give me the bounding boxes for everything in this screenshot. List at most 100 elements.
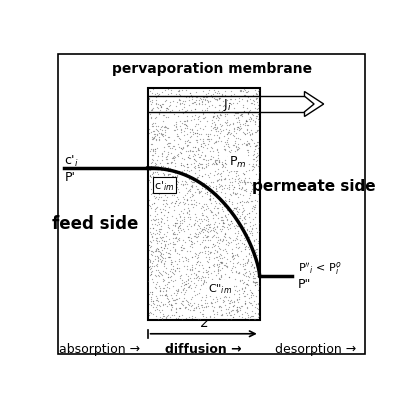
Point xyxy=(236,136,243,143)
Point xyxy=(173,133,180,140)
Point xyxy=(166,171,173,178)
Point xyxy=(152,101,159,107)
Point xyxy=(192,183,199,190)
Point xyxy=(253,279,260,286)
Point xyxy=(232,110,239,117)
Point xyxy=(194,275,200,281)
Point xyxy=(244,314,251,320)
Point xyxy=(214,124,220,131)
Point xyxy=(227,122,233,128)
Point xyxy=(252,202,258,209)
Point xyxy=(182,271,189,278)
Point xyxy=(238,165,244,172)
Point xyxy=(246,214,252,221)
Point xyxy=(152,297,159,303)
Point xyxy=(191,240,197,247)
Point xyxy=(191,220,198,226)
Point xyxy=(188,117,195,124)
Point xyxy=(170,270,177,277)
Point xyxy=(253,155,259,161)
Point xyxy=(184,210,191,217)
Point xyxy=(221,158,228,164)
Point xyxy=(181,215,188,221)
Point xyxy=(150,258,157,265)
Point xyxy=(204,259,211,266)
Point xyxy=(171,271,177,277)
Point xyxy=(154,184,161,190)
Point xyxy=(215,261,222,267)
Text: desorption →: desorption → xyxy=(275,342,356,355)
Point xyxy=(173,239,180,245)
Point xyxy=(243,188,249,195)
Point xyxy=(194,259,201,265)
Point xyxy=(148,310,154,317)
Point xyxy=(202,201,209,208)
Point xyxy=(180,286,186,292)
Point xyxy=(248,131,255,138)
Point xyxy=(220,108,227,114)
Point xyxy=(218,259,224,265)
Point xyxy=(222,177,228,183)
Point xyxy=(155,105,161,112)
Point xyxy=(243,126,250,133)
Point xyxy=(255,124,261,130)
Point xyxy=(245,251,252,257)
Point xyxy=(248,198,254,204)
Point xyxy=(206,192,213,198)
Point xyxy=(240,266,247,273)
Point xyxy=(242,119,249,125)
Point xyxy=(199,211,205,217)
Point xyxy=(222,294,229,300)
Point xyxy=(159,197,166,203)
Point xyxy=(148,191,155,197)
Point xyxy=(207,313,214,320)
Point xyxy=(160,301,166,307)
Point xyxy=(235,308,242,315)
Point xyxy=(200,88,207,95)
Point xyxy=(235,146,241,152)
Point xyxy=(211,141,217,147)
Point xyxy=(252,142,259,149)
Point xyxy=(157,209,164,216)
Point xyxy=(172,307,179,313)
Point xyxy=(163,315,169,322)
Point xyxy=(240,170,246,177)
Point xyxy=(199,149,205,156)
Point xyxy=(172,220,178,226)
Point xyxy=(178,209,185,215)
Point xyxy=(210,185,216,191)
Point xyxy=(168,108,175,114)
Point xyxy=(193,215,199,221)
Point xyxy=(165,165,171,171)
Point xyxy=(210,191,216,197)
Point xyxy=(185,279,192,286)
Point xyxy=(255,287,261,294)
Point xyxy=(152,273,159,280)
Point xyxy=(249,92,256,99)
Point xyxy=(242,180,248,186)
Point xyxy=(153,137,160,143)
Point xyxy=(164,160,171,167)
Point xyxy=(180,285,187,291)
Point xyxy=(186,208,192,214)
Point xyxy=(192,152,199,159)
Point xyxy=(188,148,195,155)
Point xyxy=(147,309,154,315)
Point xyxy=(206,288,213,294)
Point xyxy=(224,250,231,256)
Point xyxy=(171,173,178,180)
Point xyxy=(244,277,251,283)
Point xyxy=(205,222,212,228)
Point xyxy=(176,295,182,301)
Point xyxy=(202,275,209,281)
Point xyxy=(186,248,193,254)
Point xyxy=(252,247,258,254)
Point xyxy=(251,156,257,162)
Point xyxy=(218,113,224,119)
Point xyxy=(244,123,250,129)
Point xyxy=(162,94,169,100)
Point xyxy=(163,288,170,295)
Point xyxy=(159,151,165,158)
Point xyxy=(230,106,237,112)
Point xyxy=(255,238,261,244)
